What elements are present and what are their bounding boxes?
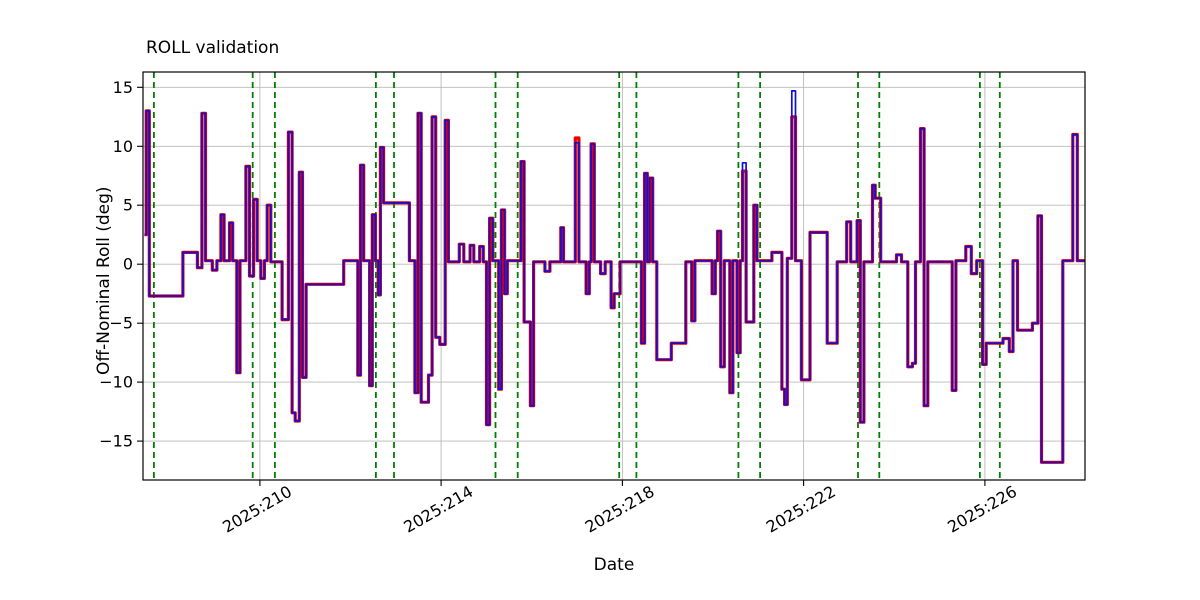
- y-axis-label: Off-Nominal Roll (deg): [94, 186, 114, 375]
- axes-spines: [142, 71, 1086, 481]
- y-tick-label: 10: [113, 137, 133, 156]
- x-tick-label: 2025:218: [582, 482, 658, 537]
- x-tick-label: 2025:210: [219, 482, 295, 537]
- y-tick-label: 15: [113, 78, 133, 97]
- series-group: [144, 90, 1085, 464]
- y-tick-label: −5: [109, 314, 133, 333]
- grid-lines: [143, 72, 1085, 480]
- x-axis-label: Date: [593, 555, 635, 575]
- y-tick-label: 5: [123, 196, 133, 215]
- x-tick-label: 2025:226: [944, 482, 1020, 537]
- red-series-line: [144, 109, 1085, 464]
- blue-series-line: [144, 90, 1085, 464]
- y-tick-label: −10: [99, 373, 133, 392]
- y-tick-label: 0: [123, 255, 133, 274]
- x-tick-label: 2025:222: [763, 482, 839, 537]
- chart-title: ROLL validation: [146, 38, 280, 58]
- tick-marks: [137, 86, 986, 486]
- x-tick-label: 2025:214: [400, 482, 476, 537]
- y-tick-label: −15: [99, 432, 133, 451]
